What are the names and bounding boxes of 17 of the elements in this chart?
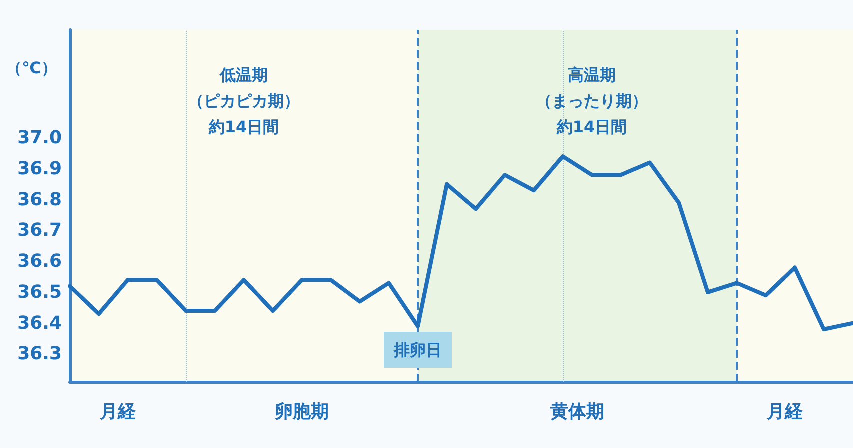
y-tick-label: 36.8	[18, 189, 62, 210]
y-tick-label: 36.5	[18, 282, 62, 303]
y-tick-label: 36.4	[18, 312, 62, 334]
y-tick-label: 37.0	[18, 128, 62, 149]
annotation: 低温期（ピカピカ期）約14日間	[188, 66, 300, 136]
annotation: 高温期（まったり期）約14日間	[536, 66, 648, 136]
y-tick-label: 36.3	[18, 344, 62, 365]
annotation: 排卵日	[393, 340, 442, 360]
text: 月経	[766, 402, 804, 422]
y-tick-label: 36.6	[18, 251, 62, 272]
line-series	[68, 154, 853, 332]
text: 黄体期	[550, 402, 604, 422]
y-tick-label: 36.7	[18, 220, 62, 242]
y-axis-title: （℃）	[6, 58, 58, 78]
y-tick-label: 36.9	[18, 158, 62, 180]
text: 月経	[99, 402, 137, 422]
text: 卵胞期	[274, 402, 329, 422]
